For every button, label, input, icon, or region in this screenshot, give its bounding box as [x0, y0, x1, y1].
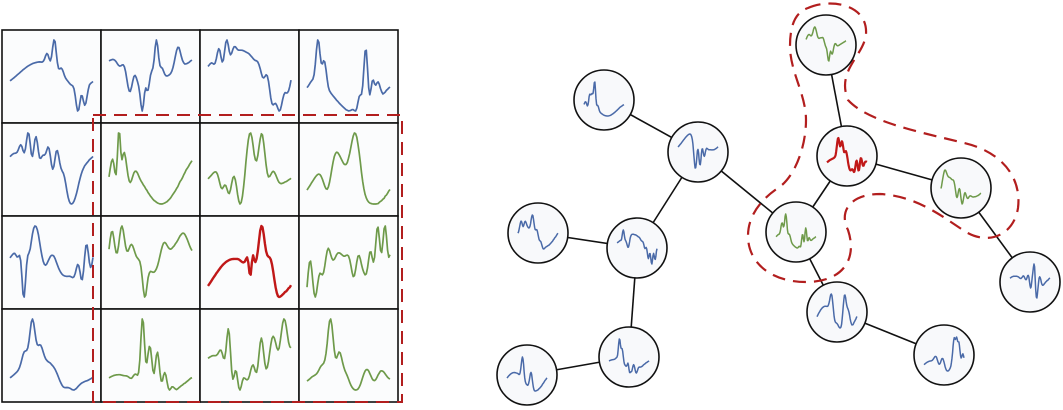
green-waveform	[940, 169, 982, 205]
grid-cell-0-3	[298, 29, 399, 124]
green-waveform	[306, 318, 391, 391]
green-waveform	[108, 318, 193, 391]
grid-cell-3-2	[199, 308, 300, 403]
grid-cell-0-2	[199, 29, 300, 124]
green-waveform	[108, 225, 193, 298]
graph-node-n7	[507, 202, 569, 264]
graph-node-n0	[573, 69, 635, 131]
grid-cell-2-0	[1, 215, 102, 310]
graph-node-circle	[765, 201, 827, 263]
grid-highlight-outline	[92, 114, 403, 403]
blue-waveform	[616, 229, 658, 265]
grid-cell-1-0	[1, 122, 102, 217]
blue-waveform	[9, 225, 94, 298]
graph-node-n12	[913, 324, 975, 386]
graph-node-n3	[816, 125, 878, 187]
waveform-grid-panel	[1, 29, 403, 403]
blue-waveform	[9, 39, 94, 112]
grid-cell-3-3	[298, 308, 399, 403]
graph-node-n6	[999, 251, 1061, 313]
grid-cell-2-1	[100, 215, 201, 310]
blue-waveform	[306, 39, 391, 112]
red-waveform	[207, 224, 293, 299]
grid-cell-border	[298, 29, 399, 124]
blue-waveform	[816, 293, 858, 329]
grid-cell-2-2	[199, 215, 300, 310]
grid-cell-3-0	[1, 308, 102, 403]
graph-node-circle	[598, 326, 660, 388]
grid-cell-1-2	[199, 122, 300, 217]
grid-cell-border	[1, 308, 102, 403]
graph-node-n11	[806, 281, 868, 343]
green-waveform	[207, 132, 292, 205]
grid-cell-3-1	[100, 308, 201, 403]
blue-waveform	[506, 356, 548, 392]
blue-waveform	[207, 39, 292, 112]
green-waveform	[207, 318, 292, 391]
graph-highlight-outline	[746, 2, 1020, 284]
green-waveform	[306, 225, 391, 298]
blue-waveform	[517, 214, 559, 250]
grid-cell-2-3	[298, 215, 399, 310]
blue-waveform	[608, 338, 650, 374]
grid-cell-border	[1, 122, 102, 217]
graph-node-n8	[606, 217, 668, 279]
graph-node-n2	[795, 14, 857, 76]
grid-cell-border	[199, 29, 300, 124]
blue-waveform	[583, 81, 625, 117]
grid-cell-0-0	[1, 29, 102, 124]
graph-node-circle	[795, 14, 857, 76]
green-waveform	[108, 132, 193, 205]
graph-node-n1	[667, 121, 729, 183]
graph-node-n9	[496, 344, 558, 406]
graph-node-n10	[598, 326, 660, 388]
grid-cell-border	[199, 122, 300, 217]
red-waveform	[826, 136, 868, 174]
graph-node-circle	[606, 217, 668, 279]
waveform-graph-panel	[496, 2, 1061, 406]
blue-waveform	[9, 132, 94, 205]
graph-node-circle	[930, 157, 992, 219]
graph-node-circle	[913, 324, 975, 386]
graph-nodes	[496, 14, 1061, 406]
grid-cell-border	[298, 308, 399, 403]
blue-waveform	[677, 133, 719, 169]
grid-cell-border	[1, 215, 102, 310]
green-waveform	[775, 213, 817, 249]
grid-cell-1-1	[100, 122, 201, 217]
grid-cell-1-3	[298, 122, 399, 217]
graph-node-n4	[930, 157, 992, 219]
graph-node-circle	[806, 281, 868, 343]
grid-cell-border	[298, 122, 399, 217]
blue-waveform	[1009, 263, 1051, 299]
graph-node-circle	[573, 69, 635, 131]
graph-node-circle	[496, 344, 558, 406]
green-waveform	[306, 132, 391, 205]
grid-cell-border	[1, 29, 102, 124]
green-waveform	[805, 26, 847, 62]
blue-waveform	[108, 39, 193, 112]
grid-cell-border	[100, 215, 201, 310]
blue-waveform	[9, 318, 94, 391]
graph-node-n5	[765, 201, 827, 263]
blue-waveform	[923, 336, 965, 372]
grid-cell-0-1	[100, 29, 201, 124]
